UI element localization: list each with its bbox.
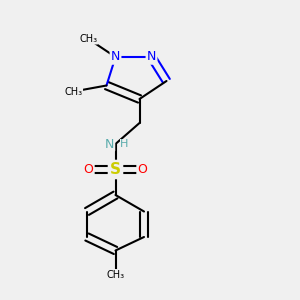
Text: N: N [105, 137, 114, 151]
Text: CH₃: CH₃ [80, 34, 98, 44]
Text: N: N [147, 50, 156, 64]
Text: H: H [120, 139, 128, 149]
Text: O: O [84, 163, 93, 176]
Text: N: N [111, 50, 120, 64]
Text: CH₃: CH₃ [64, 86, 82, 97]
Text: O: O [138, 163, 147, 176]
Text: CH₃: CH₃ [106, 269, 124, 280]
Text: S: S [110, 162, 121, 177]
